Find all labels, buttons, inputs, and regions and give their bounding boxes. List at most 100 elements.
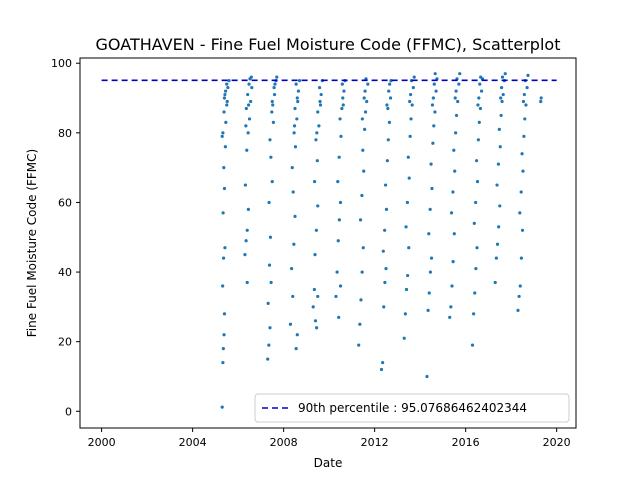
data-point	[496, 162, 501, 166]
data-point	[293, 145, 298, 149]
y-tick-label: 0	[65, 405, 72, 418]
data-point	[500, 99, 504, 104]
y-tick-label: 80	[58, 127, 72, 140]
x-axis-label: Date	[314, 456, 343, 470]
data-point	[500, 85, 504, 90]
data-point	[497, 127, 501, 131]
data-point	[245, 228, 249, 232]
data-point	[474, 159, 479, 163]
data-point	[246, 103, 251, 107]
data-point	[451, 260, 455, 264]
data-point	[405, 200, 410, 205]
y-tick-label: 40	[58, 266, 72, 279]
x-tick-label: 2016	[452, 436, 480, 449]
data-point	[268, 235, 273, 239]
data-point	[338, 117, 342, 121]
data-point	[472, 221, 476, 225]
data-point	[404, 225, 408, 229]
data-point	[295, 96, 299, 100]
data-point	[221, 347, 225, 351]
data-point	[319, 92, 323, 97]
data-point	[477, 96, 481, 100]
data-point	[430, 186, 434, 191]
data-point	[385, 159, 389, 163]
data-point	[518, 211, 522, 215]
data-point	[517, 294, 521, 299]
data-point	[402, 336, 406, 340]
data-point	[296, 99, 300, 104]
y-axis-ticks: 0 20 40 60 80 100	[51, 57, 80, 418]
data-point	[249, 75, 253, 79]
data-point	[476, 103, 480, 107]
data-point	[244, 106, 248, 111]
data-point	[406, 273, 410, 278]
data-point	[386, 138, 390, 142]
data-point	[427, 232, 431, 236]
data-point	[342, 89, 346, 93]
data-point	[266, 301, 270, 305]
data-point	[449, 211, 454, 215]
data-point	[361, 246, 365, 250]
data-point	[271, 120, 275, 124]
data-point	[383, 228, 387, 232]
data-point	[296, 89, 301, 93]
data-point	[246, 131, 250, 135]
data-point	[501, 92, 505, 97]
data-point	[383, 183, 388, 187]
data-point	[431, 96, 435, 100]
data-point	[473, 291, 477, 295]
data-point	[222, 166, 226, 170]
data-point	[336, 239, 340, 243]
data-point	[243, 253, 247, 257]
data-point	[341, 96, 345, 100]
data-point	[384, 207, 389, 212]
data-point	[220, 134, 224, 138]
data-point	[478, 106, 483, 111]
data-point	[448, 315, 452, 319]
data-point	[519, 256, 523, 260]
data-point	[519, 190, 523, 194]
data-point	[359, 298, 363, 302]
data-point	[246, 92, 250, 97]
data-point	[365, 99, 369, 104]
data-point	[273, 82, 277, 86]
data-point	[225, 82, 229, 86]
data-point	[404, 287, 409, 292]
data-point	[453, 96, 457, 100]
data-point	[522, 134, 526, 138]
data-point	[249, 99, 253, 104]
data-point	[430, 103, 435, 107]
data-point	[363, 110, 368, 114]
data-point	[449, 305, 453, 309]
x-tick-label: 2008	[270, 436, 298, 449]
data-point	[317, 85, 322, 90]
data-point	[221, 256, 226, 260]
x-axis-ticks: 2000 2004 2008 2012 2016 2020	[88, 428, 571, 449]
data-point	[316, 204, 320, 208]
data-point	[360, 193, 364, 198]
y-tick-label: 20	[58, 336, 72, 349]
data-point	[458, 72, 462, 76]
data-point	[221, 284, 225, 288]
legend-label: 90th percentile : 95.07686462402344	[298, 401, 527, 415]
data-point	[429, 162, 433, 166]
data-point	[497, 225, 501, 229]
data-point	[222, 96, 227, 100]
data-point	[246, 207, 250, 212]
data-point	[450, 284, 454, 288]
data-point	[338, 200, 343, 205]
data-point	[521, 99, 526, 104]
data-point	[247, 117, 252, 121]
data-point	[275, 75, 279, 79]
data-point	[493, 280, 497, 285]
data-point	[293, 106, 297, 111]
data-point	[339, 134, 343, 138]
data-point	[361, 148, 365, 152]
data-point	[476, 138, 480, 142]
data-point	[250, 85, 254, 90]
data-point	[453, 169, 457, 173]
data-point	[379, 367, 384, 372]
data-points	[220, 72, 543, 409]
data-point	[244, 124, 248, 128]
data-point	[478, 82, 482, 86]
